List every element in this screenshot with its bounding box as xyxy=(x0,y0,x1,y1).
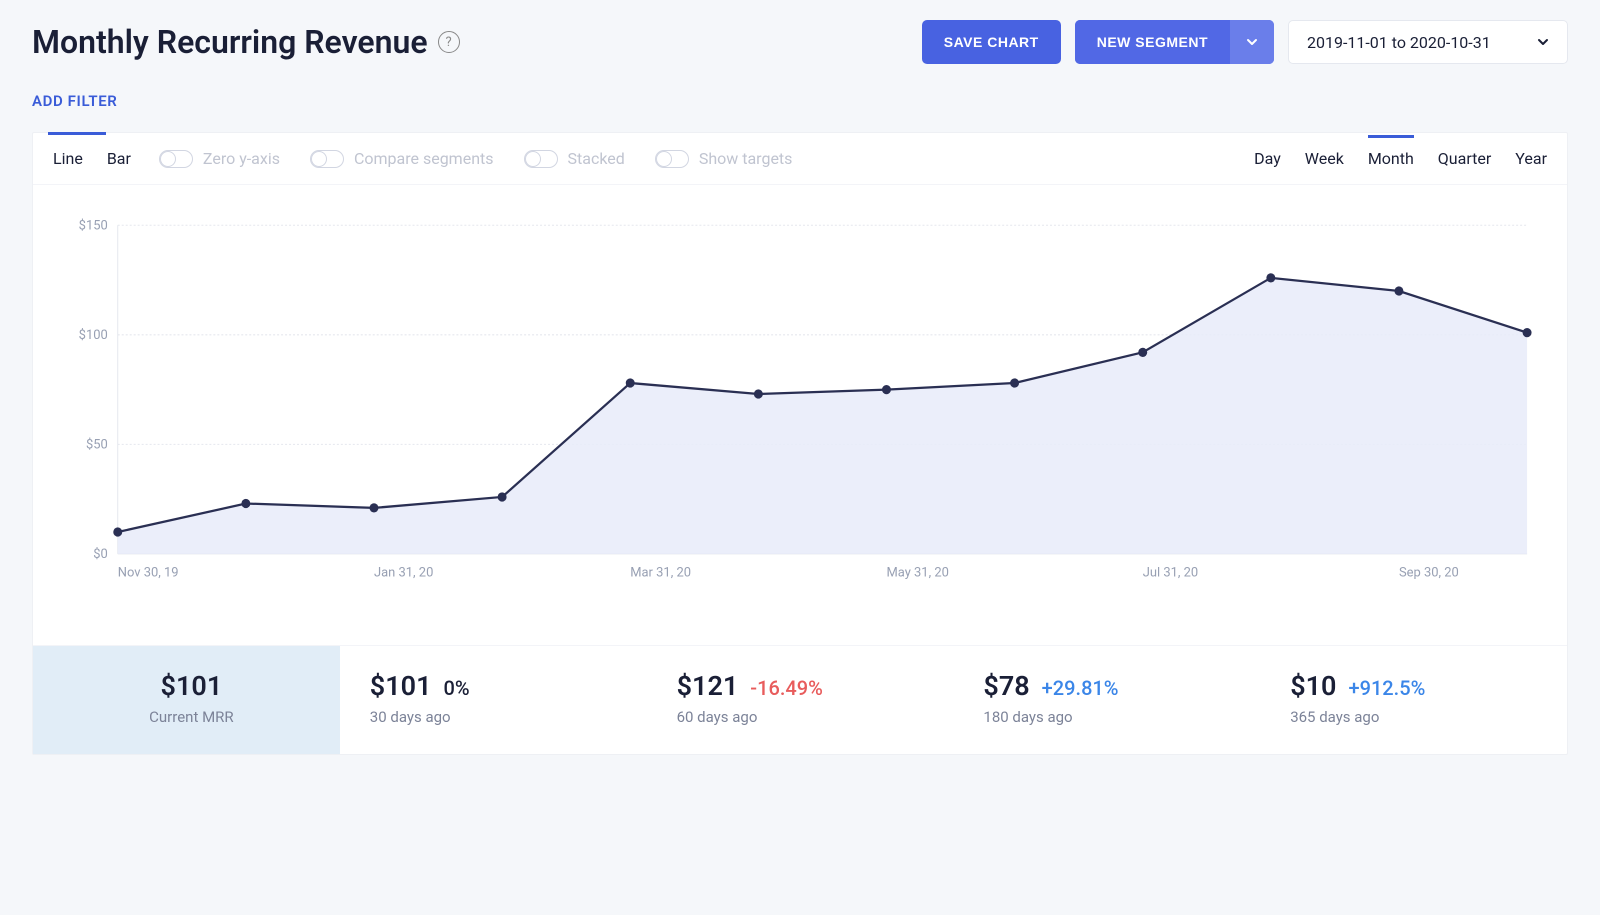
chart-data-point[interactable] xyxy=(1523,328,1532,337)
x-axis-tick-label: Jan 31, 20 xyxy=(374,565,433,580)
toggle-switch[interactable] xyxy=(310,150,344,168)
new-segment-button[interactable]: New Segment xyxy=(1075,20,1230,64)
kpi-card[interactable]: $101 0% 30 days ago xyxy=(340,646,647,754)
chart-type-tabs: Line Bar xyxy=(53,135,131,182)
toggle-zero-y-axis[interactable]: Zero y-axis xyxy=(159,149,280,168)
chart-data-point[interactable] xyxy=(1394,286,1403,295)
kpi-card[interactable]: $10 +912.5% 365 days ago xyxy=(1260,646,1567,754)
chart-card: Line Bar Zero y-axis Compare segments Stack… xyxy=(32,132,1568,755)
kpi-value: $10 xyxy=(1290,670,1336,702)
save-chart-button[interactable]: Save Chart xyxy=(922,20,1061,64)
kpi-value: $101 xyxy=(370,670,432,702)
toggle-switch[interactable] xyxy=(159,150,193,168)
y-axis-tick-label: $50 xyxy=(86,437,108,452)
chart-data-point[interactable] xyxy=(1010,378,1019,387)
kpi-delta: -16.49% xyxy=(750,676,823,700)
x-axis-tick-label: Jul 31, 20 xyxy=(1143,565,1198,580)
x-axis-tick-label: May 31, 20 xyxy=(886,565,948,580)
kpi-delta: +29.81% xyxy=(1042,676,1119,700)
y-axis-tick-label: $0 xyxy=(93,547,108,562)
chart-data-point[interactable] xyxy=(882,385,891,394)
chart-toggle-row: Zero y-axis Compare segments Stacked Show t… xyxy=(159,149,793,168)
chart-type-tab-bar[interactable]: Bar xyxy=(107,135,131,182)
period-active-indicator xyxy=(1368,135,1414,138)
help-icon[interactable]: ? xyxy=(438,31,460,53)
kpi-sub: 365 days ago xyxy=(1290,708,1547,726)
new-segment-dropdown[interactable] xyxy=(1230,20,1274,64)
y-axis-tick-label: $100 xyxy=(79,328,108,343)
new-segment-button-group: New Segment xyxy=(1075,20,1274,64)
chart-data-point[interactable] xyxy=(626,378,635,387)
add-filter-button[interactable]: Add Filter xyxy=(32,92,1568,110)
kpi-sub: 30 days ago xyxy=(370,708,627,726)
date-range-picker[interactable]: 2019-11-01 to 2020-10-31 xyxy=(1288,20,1568,64)
chart-data-point[interactable] xyxy=(113,527,122,536)
toggle-label: Compare segments xyxy=(354,149,494,168)
kpi-row: $101 Current MRR $101 0% 30 days ago $121 -16.… xyxy=(33,645,1567,754)
kpi-card[interactable]: $121 -16.49% 60 days ago xyxy=(647,646,954,754)
period-tab-year[interactable]: Year xyxy=(1515,135,1547,182)
chart-data-point[interactable] xyxy=(370,503,379,512)
chart-data-point[interactable] xyxy=(1138,348,1147,357)
chart-data-point[interactable] xyxy=(498,492,507,501)
chart-data-point[interactable] xyxy=(1266,273,1275,282)
page-header: Monthly Recurring Revenue ? Save Chart N… xyxy=(32,20,1568,64)
kpi-value: $101 xyxy=(161,670,223,702)
x-axis-tick-label: Nov 30, 19 xyxy=(118,565,179,580)
y-axis-tick-label: $150 xyxy=(79,218,108,233)
kpi-sub: Current MRR xyxy=(149,708,234,726)
toggle-label: Stacked xyxy=(568,149,625,168)
period-tabs: Day Week Month Quarter Year xyxy=(1254,135,1547,182)
x-axis-tick-label: Sep 30, 20 xyxy=(1399,565,1459,580)
chart-data-point[interactable] xyxy=(754,389,763,398)
period-tab-quarter[interactable]: Quarter xyxy=(1438,135,1491,182)
toggle-label: Zero y-axis xyxy=(203,149,280,168)
kpi-card[interactable]: $78 +29.81% 180 days ago xyxy=(953,646,1260,754)
kpi-card[interactable]: $101 Current MRR xyxy=(33,646,340,754)
kpi-value: $121 xyxy=(677,670,739,702)
toggle-switch[interactable] xyxy=(655,150,689,168)
chevron-down-icon xyxy=(1537,36,1549,48)
chart-controls-row: Line Bar Zero y-axis Compare segments Stack… xyxy=(33,133,1567,185)
date-range-text: 2019-11-01 to 2020-10-31 xyxy=(1307,33,1491,52)
toggle-compare-segments[interactable]: Compare segments xyxy=(310,149,494,168)
period-tab-week[interactable]: Week xyxy=(1305,135,1344,182)
mrr-line-chart: $0 $50 $100 $150 Nov 30, 19 Jan 31, 20 Mar 31,… xyxy=(53,215,1547,595)
period-tab-day[interactable]: Day xyxy=(1254,135,1281,182)
x-axis-tick-label: Mar 31, 20 xyxy=(630,565,691,580)
kpi-value: $78 xyxy=(983,670,1029,702)
kpi-delta: 0% xyxy=(444,676,470,700)
chart-data-point[interactable] xyxy=(241,499,250,508)
kpi-sub: 180 days ago xyxy=(983,708,1240,726)
chart-area: $0 $50 $100 $150 Nov 30, 19 Jan 31, 20 Mar 31,… xyxy=(33,185,1567,605)
chart-type-tab-line[interactable]: Line xyxy=(53,135,83,182)
toggle-show-targets[interactable]: Show targets xyxy=(655,149,793,168)
toggle-stacked[interactable]: Stacked xyxy=(524,149,625,168)
toggle-switch[interactable] xyxy=(524,150,558,168)
kpi-sub: 60 days ago xyxy=(677,708,934,726)
toggle-label: Show targets xyxy=(699,149,793,168)
chevron-down-icon xyxy=(1246,36,1258,48)
period-tab-month[interactable]: Month xyxy=(1368,135,1414,182)
kpi-delta: +912.5% xyxy=(1348,676,1425,700)
page-title: Monthly Recurring Revenue xyxy=(32,23,428,61)
